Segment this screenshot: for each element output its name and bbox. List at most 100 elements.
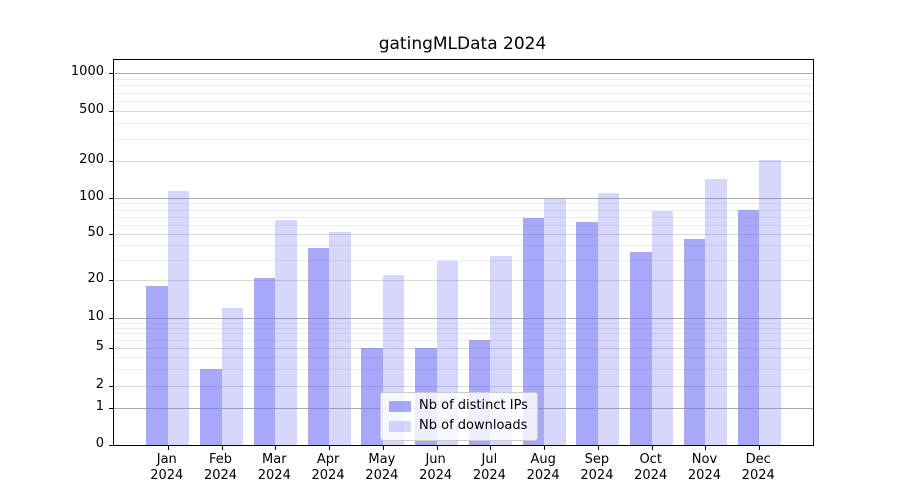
minor-gridline-30 xyxy=(114,259,813,261)
x-tick-apr xyxy=(329,446,331,450)
legend-item-distinct-ips: Nb of distinct IPs xyxy=(389,397,528,415)
x-tick-mar xyxy=(275,446,277,450)
y-tick-label-0: 0 xyxy=(95,436,104,451)
bar-distinct-ips-mar-2024 xyxy=(253,277,276,445)
x-tick-oct xyxy=(651,446,653,450)
x-tick-jan xyxy=(167,446,169,450)
legend-swatch-downloads xyxy=(389,420,411,432)
bar-distinct-ips-nov-2024 xyxy=(683,239,706,445)
y-tick-label-10: 10 xyxy=(87,309,104,324)
bar-distinct-ips-jan-2024 xyxy=(146,285,168,445)
y-tick-label-1000: 1000 xyxy=(70,64,104,79)
legend-label-downloads: Nb of downloads xyxy=(419,418,528,433)
x-tick-jun xyxy=(436,446,438,450)
y-tick-0 xyxy=(109,445,113,446)
minor-gridline-40 xyxy=(114,245,813,247)
y-tick-label-200: 200 xyxy=(79,152,104,167)
y-tick-20 xyxy=(109,280,113,281)
y-tick-label-50: 50 xyxy=(87,225,104,240)
bar-distinct-ips-feb-2024 xyxy=(200,369,222,445)
bar-downloads-dec-2024 xyxy=(759,159,781,445)
gridline-y-500 xyxy=(114,111,813,112)
x-tick-label-may: May 2024 xyxy=(365,452,399,483)
x-tick-label-oct: Oct 2024 xyxy=(634,452,668,483)
x-tick-dec xyxy=(759,446,761,450)
x-tick-label-nov: Nov 2024 xyxy=(687,452,721,483)
x-tick-label-dec: Dec 2024 xyxy=(741,452,775,483)
gridline-y-10 xyxy=(114,318,813,319)
gridline-y-100 xyxy=(114,198,813,199)
x-tick-sep xyxy=(597,446,599,450)
minor-gridline-8 xyxy=(114,327,813,329)
bar-distinct-ips-may-2024 xyxy=(361,348,383,445)
minor-gridline-300 xyxy=(114,138,813,140)
y-tick-5 xyxy=(109,348,113,349)
minor-gridline-9 xyxy=(114,322,813,324)
minor-gridline-80 xyxy=(114,209,813,211)
minor-gridline-600 xyxy=(114,101,813,102)
x-tick-may xyxy=(382,446,384,450)
minor-gridline-800 xyxy=(114,85,813,87)
minor-gridline-60 xyxy=(114,224,813,226)
y-tick-500 xyxy=(109,111,113,112)
bar-downloads-jan-2024 xyxy=(167,190,190,445)
x-tick-nov xyxy=(705,446,707,450)
bar-distinct-ips-apr-2024 xyxy=(307,247,330,445)
minor-gridline-6 xyxy=(114,340,813,342)
legend: Nb of distinct IPs Nb of downloads xyxy=(380,392,538,441)
minor-gridline-90 xyxy=(114,203,813,205)
x-tick-label-aug: Aug 2024 xyxy=(526,452,560,483)
x-tick-label-jun: Jun 2024 xyxy=(419,452,453,483)
bar-downloads-sep-2024 xyxy=(597,192,620,445)
chart-title: gatingMLData 2024 xyxy=(378,34,547,54)
minor-gridline-3 xyxy=(114,369,813,371)
gridline-y-20 xyxy=(114,280,813,281)
legend-item-downloads: Nb of downloads xyxy=(389,417,528,435)
y-tick-label-500: 500 xyxy=(79,102,104,117)
bar-distinct-ips-sep-2024 xyxy=(576,222,598,445)
y-tick-label-1: 1 xyxy=(95,399,104,414)
minor-gridline-900 xyxy=(114,78,813,80)
legend-swatch-distinct-ips xyxy=(389,400,411,412)
y-tick-50 xyxy=(109,234,113,235)
x-tick-label-mar: Mar 2024 xyxy=(257,452,291,483)
gridline-y-200 xyxy=(114,161,813,162)
bar-downloads-nov-2024 xyxy=(705,179,727,445)
bar-downloads-feb-2024 xyxy=(221,308,244,445)
bar-distinct-ips-dec-2024 xyxy=(737,209,760,445)
y-tick-1 xyxy=(109,408,113,409)
y-tick-100 xyxy=(109,198,113,199)
y-tick-label-20: 20 xyxy=(87,271,104,286)
y-tick-2 xyxy=(109,386,113,387)
y-tick-200 xyxy=(109,161,113,162)
gridline-y-5 xyxy=(114,348,813,349)
bar-distinct-ips-oct-2024 xyxy=(630,251,652,445)
x-tick-label-apr: Apr 2024 xyxy=(311,452,345,483)
x-tick-jul xyxy=(490,446,492,450)
bar-downloads-oct-2024 xyxy=(651,210,674,445)
x-tick-label-sep: Sep 2024 xyxy=(580,452,614,483)
gridline-y-1000 xyxy=(114,73,813,74)
x-tick-label-jul: Jul 2024 xyxy=(472,452,506,483)
x-tick-aug xyxy=(544,446,546,450)
minor-gridline-7 xyxy=(114,333,813,335)
plot-area xyxy=(109,59,814,450)
x-tick-feb xyxy=(221,446,223,450)
legend-label-distinct-ips: Nb of distinct IPs xyxy=(419,398,528,413)
minor-gridline-70 xyxy=(114,216,813,218)
minor-gridline-700 xyxy=(114,92,813,94)
y-tick-10 xyxy=(109,318,113,319)
bar-downloads-apr-2024 xyxy=(329,231,351,445)
y-tick-label-2: 2 xyxy=(95,377,104,392)
minor-gridline-4 xyxy=(114,357,813,359)
x-tick-label-jan: Jan 2024 xyxy=(150,452,184,483)
bar-downloads-aug-2024 xyxy=(544,199,566,445)
minor-gridline-400 xyxy=(114,123,813,125)
bar-distinct-ips-aug-2024 xyxy=(522,218,545,445)
x-tick-label-feb: Feb 2024 xyxy=(203,452,238,483)
y-tick-1000 xyxy=(109,73,113,74)
y-tick-label-100: 100 xyxy=(79,189,104,204)
y-tick-label-5: 5 xyxy=(95,339,104,354)
bar-downloads-mar-2024 xyxy=(275,220,297,445)
